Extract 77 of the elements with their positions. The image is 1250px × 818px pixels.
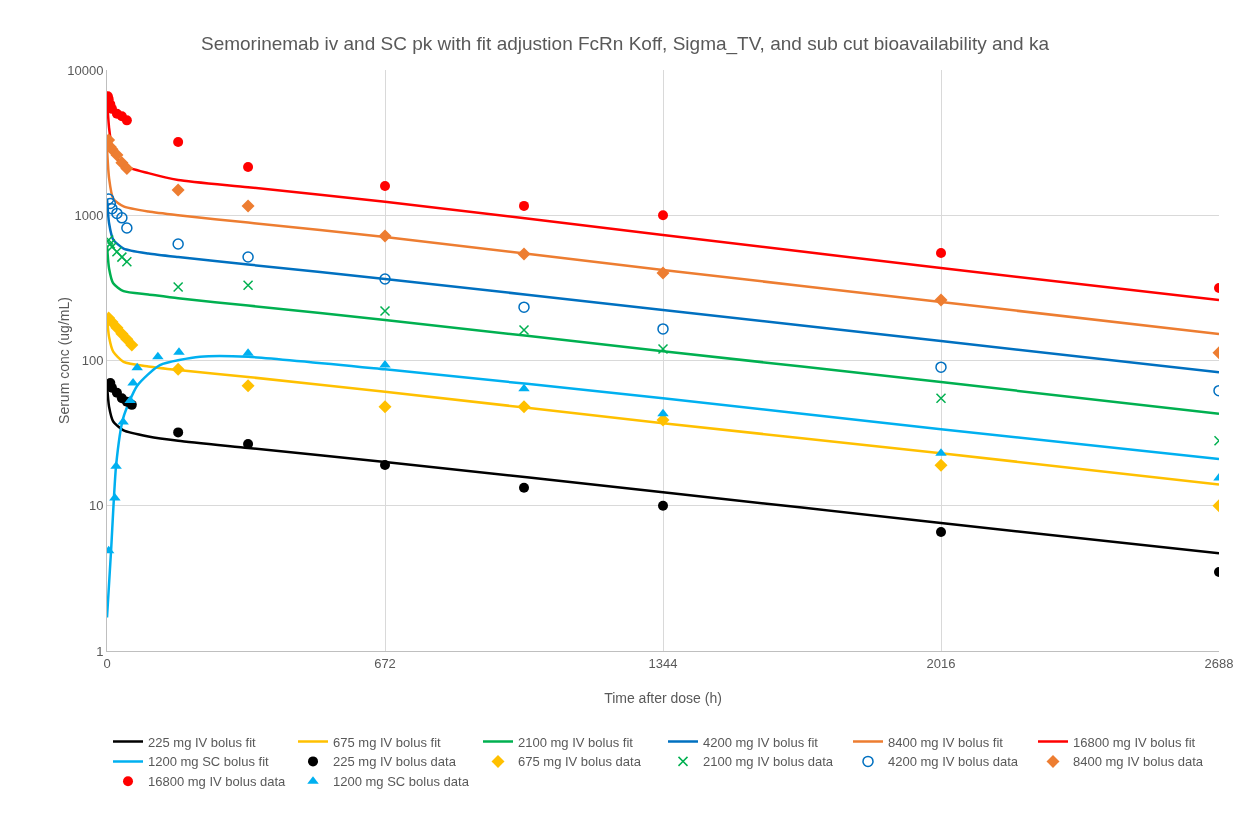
point	[517, 247, 531, 261]
legend-label: 4200 mg IV bolus fit	[703, 734, 819, 750]
point	[518, 301, 530, 313]
y-tick-label: 100	[81, 353, 104, 369]
legend-label: 675 mg IV bolus fit	[333, 734, 442, 750]
point	[379, 305, 391, 317]
point	[380, 459, 390, 470]
point	[171, 183, 185, 197]
point	[116, 251, 128, 263]
point	[173, 137, 184, 148]
y-tick-label: 1000	[74, 207, 104, 223]
point	[935, 392, 947, 404]
legend-label: 225 mg IV bolus fit	[148, 734, 257, 750]
point	[121, 115, 132, 126]
x-axis-title: Time after dose (h)	[604, 690, 722, 706]
point	[241, 199, 255, 213]
point	[658, 500, 668, 511]
point	[111, 246, 123, 258]
y-tick-label: 1	[96, 643, 104, 659]
y-axis-title: Serum conc (ug/mL)	[56, 297, 72, 424]
legend-label: 225 mg IV bolus data	[333, 754, 457, 770]
point	[173, 427, 184, 438]
x-tick-label: 2688	[1204, 655, 1234, 671]
legend-label: 4200 mg IV bolus data	[888, 754, 1019, 770]
point	[657, 323, 669, 335]
legend-label: 16800 mg IV bolus fit	[1073, 734, 1196, 750]
point	[378, 229, 392, 243]
legend-label: 675 mg IV bolus data	[518, 754, 642, 770]
point	[121, 256, 133, 268]
legend-label: 1200 mg SC bolus data	[333, 774, 470, 790]
point	[934, 293, 948, 307]
legend-label: 8400 mg IV bolus data	[1073, 754, 1204, 770]
point	[243, 161, 254, 172]
legend-label: 16800 mg IV bolus data	[148, 774, 287, 790]
point	[935, 361, 947, 373]
x-tick-label: 2016	[926, 655, 956, 671]
point	[172, 281, 184, 293]
point	[241, 379, 255, 393]
point	[121, 222, 133, 234]
legend-label: 2100 mg IV bolus data	[703, 754, 834, 770]
point	[125, 338, 139, 352]
chart-title: Semorinemab iv and SC pk with fit adjustion FcRn Koff, Sigma_TV, and sub cut bioavailability and ka	[200, 33, 1050, 56]
point	[131, 362, 143, 371]
point	[107, 202, 118, 215]
legend-label: 8400 mg IV bolus fit	[888, 734, 1004, 750]
point	[517, 400, 531, 414]
y-tick-label: 10000	[67, 62, 104, 78]
point	[934, 458, 948, 472]
legend-label: 2100 mg IV bolus fit	[518, 734, 634, 750]
point	[656, 266, 670, 280]
point	[242, 251, 254, 263]
point	[518, 324, 530, 336]
point	[657, 408, 669, 417]
point	[111, 207, 123, 220]
x-tick-label: 0	[103, 655, 111, 671]
point	[171, 362, 185, 376]
point	[380, 181, 390, 191]
point	[378, 400, 392, 414]
point	[657, 343, 669, 355]
point	[658, 210, 668, 221]
point	[519, 482, 529, 493]
point	[519, 200, 529, 211]
point	[172, 238, 184, 250]
point	[107, 197, 117, 210]
point	[518, 383, 530, 392]
point	[120, 161, 134, 175]
y-tick-label: 10	[88, 498, 104, 514]
point	[379, 273, 391, 285]
point	[242, 279, 254, 291]
x-tick-label: 672	[374, 655, 396, 671]
point	[936, 526, 946, 537]
x-tick-label: 1344	[648, 655, 678, 671]
legend-label: 1200 mg SC bolus fit	[148, 754, 270, 770]
point	[936, 247, 946, 258]
point	[116, 212, 128, 224]
point	[110, 148, 124, 162]
point	[124, 395, 136, 404]
